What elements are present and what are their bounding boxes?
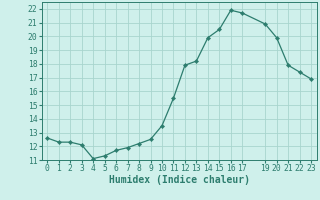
X-axis label: Humidex (Indice chaleur): Humidex (Indice chaleur) (109, 175, 250, 185)
